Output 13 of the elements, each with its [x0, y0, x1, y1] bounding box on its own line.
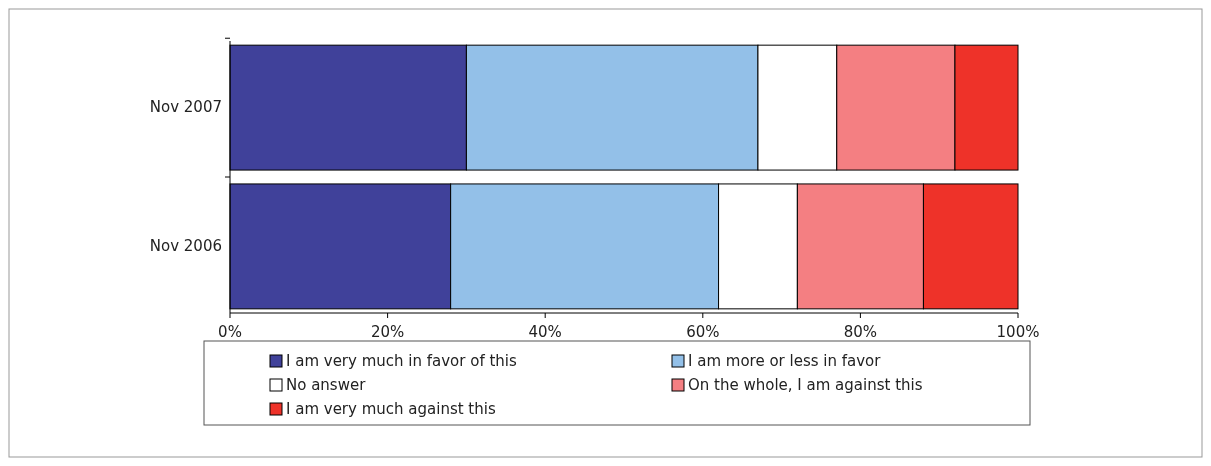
- legend-label: I am very much against this: [286, 400, 496, 418]
- x-tick-label: 100%: [996, 323, 1040, 341]
- legend-label: I am very much in favor of this: [286, 352, 518, 370]
- legend-label: No answer: [286, 376, 367, 394]
- x-tick-label: 80%: [843, 323, 878, 341]
- y-tick-label: Nov 2007: [149, 98, 222, 117]
- legend-label: On the whole, I am against this: [688, 376, 923, 394]
- y-tick-label: Nov 2006: [149, 236, 222, 255]
- x-tick-label: 60%: [686, 323, 720, 341]
- legend-label: I am more or less in favor: [688, 352, 882, 370]
- x-tick-label: 0%: [218, 323, 242, 341]
- x-tick-label: 40%: [528, 323, 562, 341]
- x-tick-label: 20%: [370, 323, 405, 341]
